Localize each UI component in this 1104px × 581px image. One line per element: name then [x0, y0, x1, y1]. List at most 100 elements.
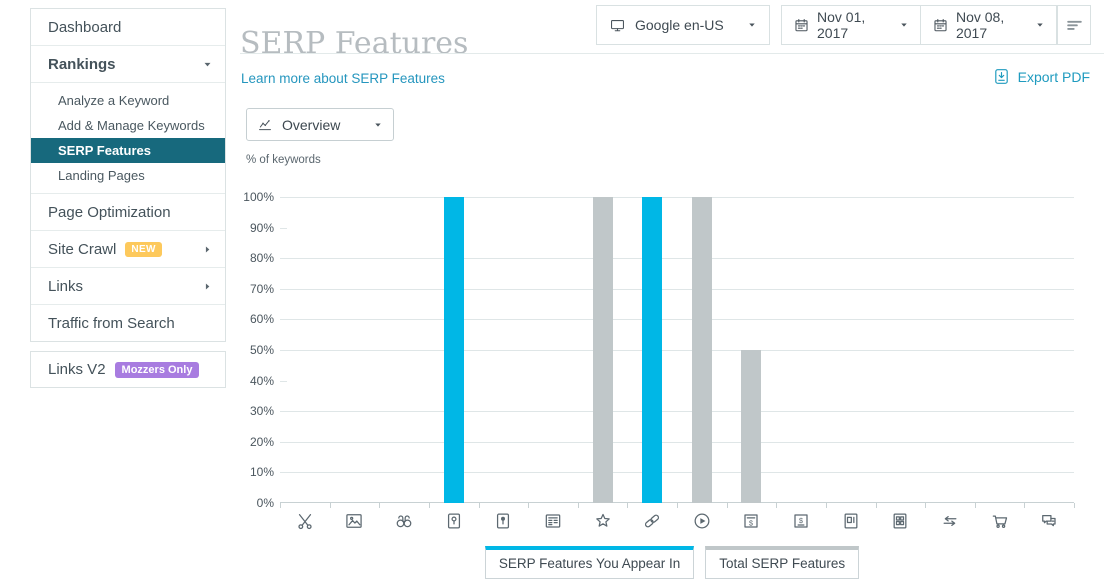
download-file-icon [992, 67, 1011, 86]
chevron-right-icon [202, 244, 213, 255]
dollar-bottom-icon: $ [791, 511, 811, 531]
x-axis-tick [677, 503, 678, 508]
y-axis-tick-label: 80% [249, 251, 274, 265]
view-select-dropdown[interactable]: Overview [246, 108, 394, 141]
y-axis-tick-label: 90% [249, 221, 274, 235]
sidebar-item-analyze-a-keyword[interactable]: Analyze a Keyword [31, 88, 225, 113]
view-select-value: Overview [282, 116, 341, 133]
gridline [280, 442, 1074, 443]
chevron-down-icon [1035, 20, 1045, 30]
legend-total-serp-features[interactable]: Total SERP Features [705, 546, 860, 579]
sidebar-item-add-manage-keywords[interactable]: Add & Manage Keywords [31, 113, 225, 138]
bar-local-pack[interactable] [443, 197, 464, 503]
monitor-icon [609, 17, 626, 34]
learn-more-link[interactable]: Learn more about SERP Features [241, 71, 445, 86]
arrows-swap-icon [940, 511, 960, 531]
bar-adwords-top[interactable] [741, 350, 762, 503]
gridline [280, 289, 1074, 290]
y-axis-tick-label: 60% [249, 312, 274, 326]
bar-reviews[interactable] [592, 197, 613, 503]
y-axis-tick-label: 50% [249, 343, 274, 357]
y-axis-title: % of keywords [246, 154, 321, 166]
y-axis-tick-label: 100% [243, 190, 274, 204]
date-end-dropdown[interactable]: Nov 08, 2017 [919, 6, 1056, 44]
gridline [280, 258, 1074, 259]
header-divider [240, 53, 1104, 54]
play-circle-icon [692, 511, 712, 531]
gridline [280, 197, 1074, 198]
x-axis-tick [528, 503, 529, 508]
date-start-dropdown[interactable]: Nov 01, 2017 [782, 6, 920, 44]
export-pdf-button[interactable]: Export PDF [992, 67, 1090, 86]
search-engine-dropdown[interactable]: Google en-US [596, 5, 770, 45]
x-axis-tick [379, 503, 380, 508]
sidebar-item-label: Dashboard [48, 18, 122, 36]
y-axis-tick-label: 0% [256, 496, 274, 510]
y-axis-tick-label: 20% [249, 435, 274, 449]
x-axis-tick [776, 503, 777, 508]
x-axis-tick [578, 503, 579, 508]
gridline [280, 411, 1074, 412]
chat-icon [1039, 511, 1059, 531]
chevron-down-icon [747, 20, 757, 30]
x-axis-tick [1024, 503, 1025, 508]
sidebar-item-site-crawl[interactable]: Site Crawl NEW [31, 230, 225, 267]
x-axis-tick [280, 503, 281, 508]
date-end-value: Nov 08, 2017 [955, 9, 1005, 41]
options-menu-button[interactable] [1057, 5, 1091, 45]
sidebar-item-landing-pages[interactable]: Landing Pages [31, 163, 225, 188]
sidebar-item-traffic-from-search[interactable]: Traffic from Search [31, 304, 225, 341]
serp-features-chart: 0% 10% 20% 30% 40% 50% 60% 70% 80% 90% 100% $ $ [240, 190, 1104, 545]
rankings-submenu: Analyze a Keyword Add & Manage Keywords … [31, 82, 225, 193]
y-axis-tick-label: 30% [249, 404, 274, 418]
calendar-icon [793, 17, 810, 34]
link-icon [642, 511, 662, 531]
page-title: SERP Features [240, 26, 469, 62]
sidebar-item-rankings[interactable]: Rankings [31, 45, 225, 82]
x-axis-tick [479, 503, 480, 508]
map-pin-solid-icon [493, 511, 513, 531]
gridline [280, 381, 287, 382]
cart-icon [990, 511, 1010, 531]
gridline [280, 319, 1074, 320]
sidebar-item-label: Links V2 [48, 361, 106, 378]
sidebar-subitem-label: Analyze a Keyword [58, 93, 170, 108]
sidebar-item-serp-features[interactable]: SERP Features [31, 138, 225, 163]
new-badge: NEW [125, 241, 162, 257]
chevron-down-icon [373, 120, 383, 130]
bar-video[interactable] [691, 197, 712, 503]
sidebar: Dashboard Rankings Analyze a Keyword Add… [30, 8, 226, 342]
image-icon [344, 511, 364, 531]
gridline [280, 350, 1074, 351]
mozzers-only-badge: Mozzers Only [114, 361, 200, 378]
binoculars-icon [394, 511, 414, 531]
x-axis-tick [826, 503, 827, 508]
sidebar-item-page-optimization[interactable]: Page Optimization [31, 193, 225, 230]
card-icon [841, 511, 861, 531]
x-axis-tick [627, 503, 628, 508]
gridline [280, 228, 287, 229]
y-axis-tick-label: 10% [249, 465, 274, 479]
sidebar-subitem-label: SERP Features [58, 143, 151, 158]
star-icon [593, 511, 613, 531]
sidebar-item-label: Rankings [48, 55, 116, 73]
x-axis-tick [429, 503, 430, 508]
dollar-top-icon: $ [741, 511, 761, 531]
x-axis-tick [876, 503, 877, 508]
sidebar-item-links[interactable]: Links [31, 267, 225, 304]
chevron-right-icon [202, 281, 213, 292]
scissors-icon [295, 511, 315, 531]
x-axis-tick [925, 503, 926, 508]
sidebar-item-links-v2[interactable]: Links V2 Mozzers Only [30, 351, 226, 388]
sidebar-subitem-label: Landing Pages [58, 168, 145, 183]
map-pin-icon [444, 511, 464, 531]
chart-legend: SERP Features You Appear In Total SERP Fe… [240, 546, 1104, 579]
sidebar-item-dashboard[interactable]: Dashboard [31, 9, 225, 45]
menu-lines-icon [1065, 16, 1084, 35]
bar-site-links[interactable] [642, 197, 663, 503]
legend-serp-features-you-appear-in[interactable]: SERP Features You Appear In [484, 546, 695, 579]
news-icon [543, 511, 563, 531]
gridline [280, 472, 1074, 473]
svg-text:$: $ [799, 517, 803, 525]
